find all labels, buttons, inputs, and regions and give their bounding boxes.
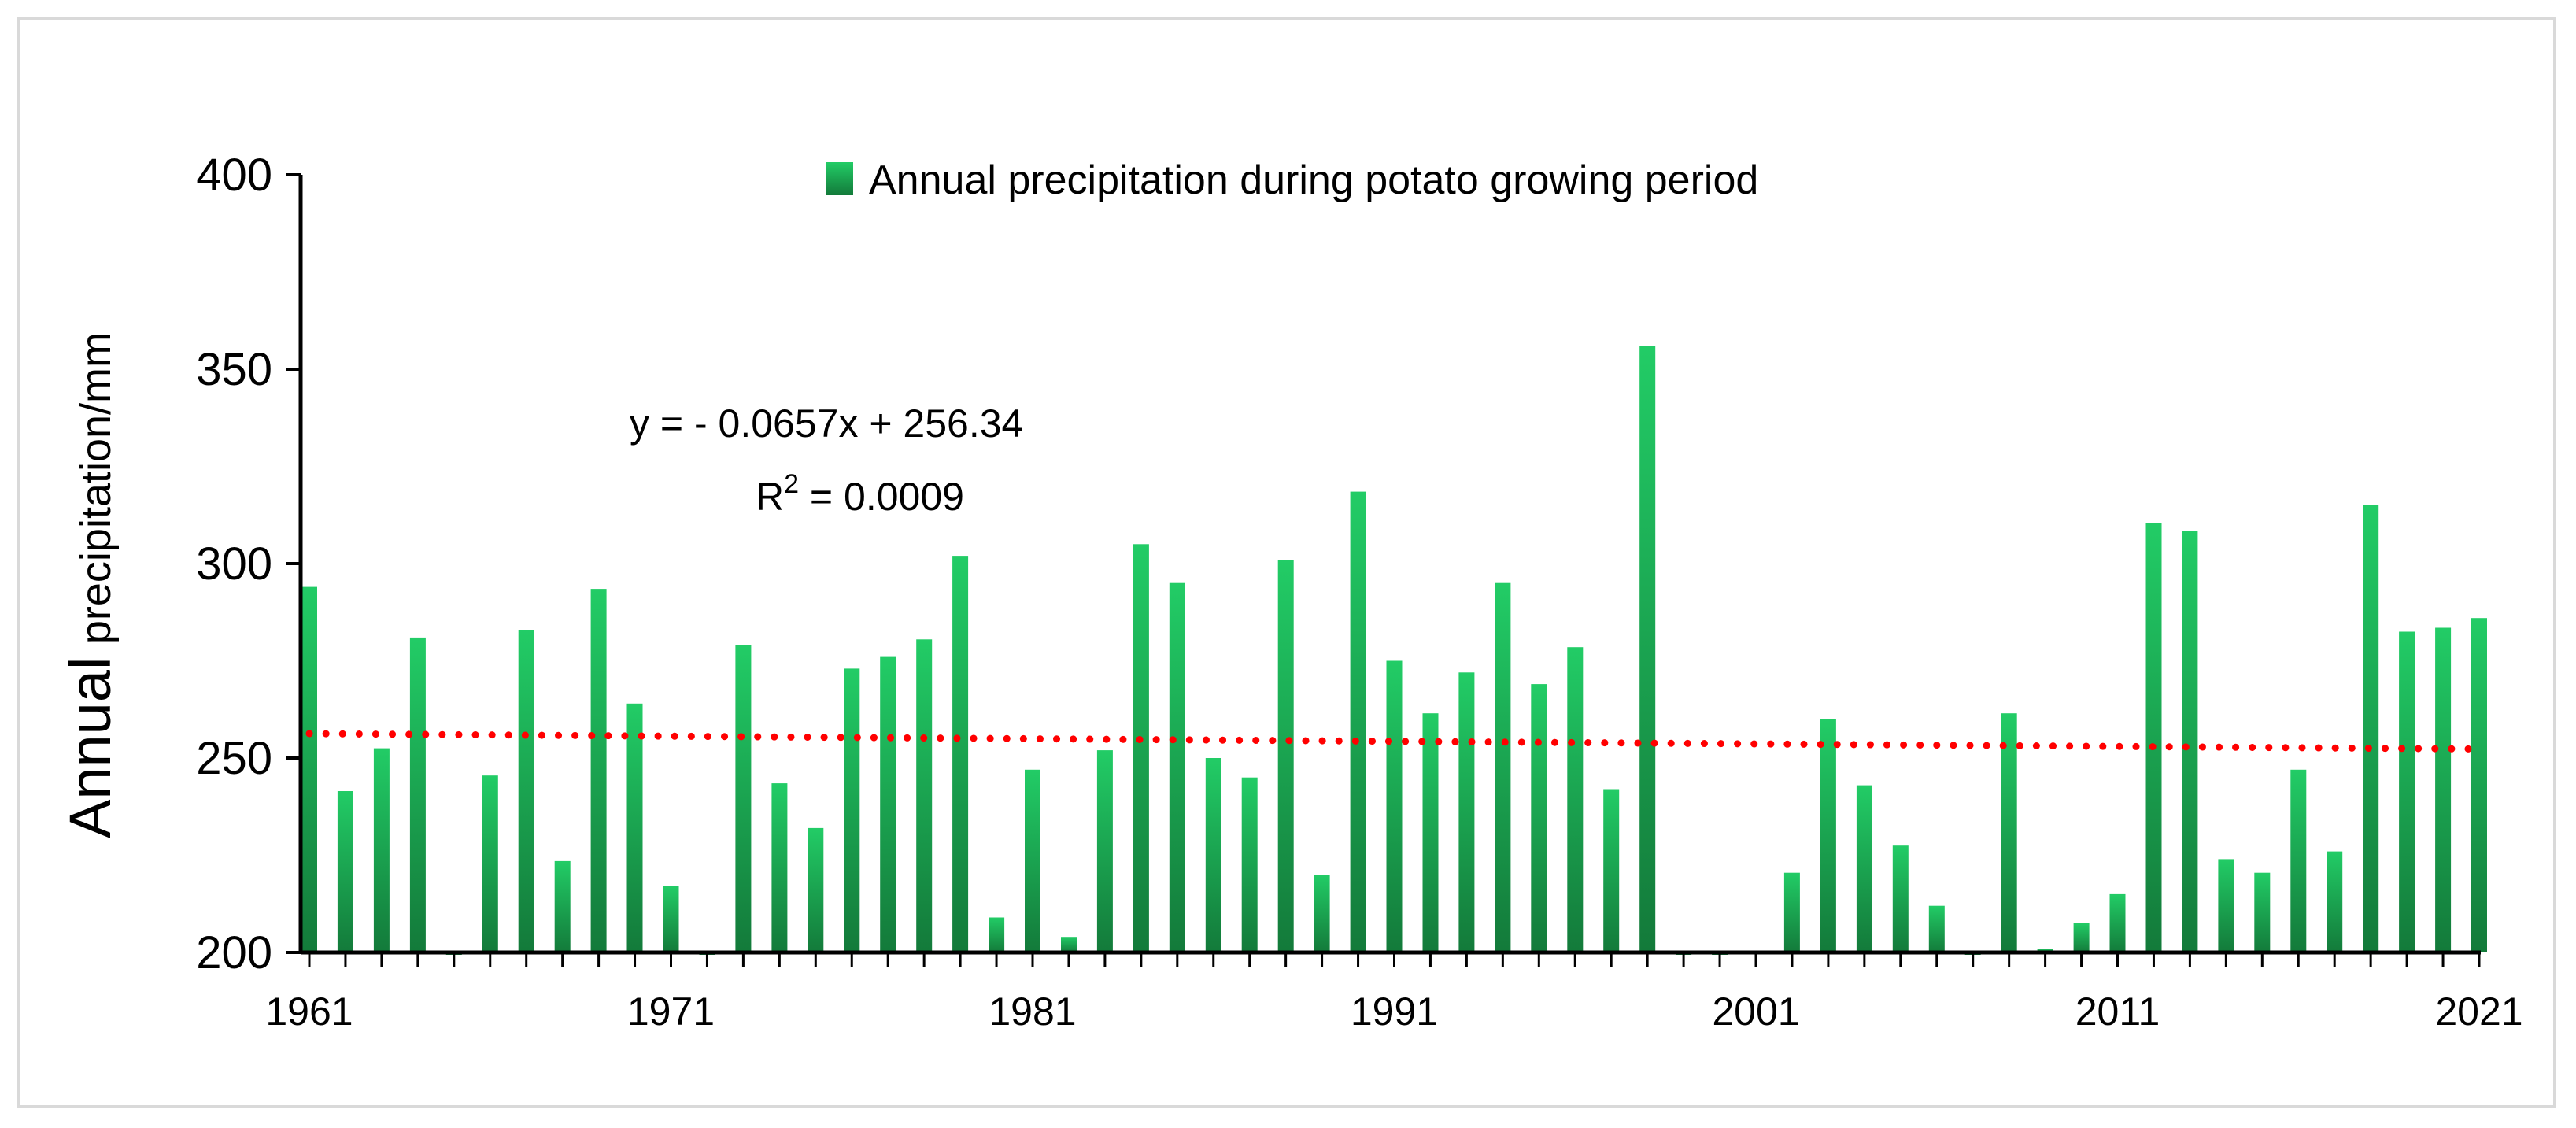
- y-tick-label-400: 400: [196, 150, 272, 201]
- bar-1963: [374, 749, 390, 952]
- bar-1971: [663, 886, 679, 952]
- bar-1974: [771, 783, 787, 952]
- bar-1986: [1206, 758, 1221, 952]
- bar-2018: [2363, 505, 2378, 952]
- x-tick-label-1981: 1981: [989, 989, 1076, 1034]
- bar-2014: [2218, 859, 2234, 952]
- trend-equation: y = - 0.0657x + 256.34 R2 = 0.0009: [630, 401, 1023, 519]
- bar-2008: [2001, 713, 2017, 952]
- r-squared-prefix: R: [756, 475, 784, 519]
- bar-1989: [1314, 875, 1330, 952]
- bar-1978: [916, 639, 932, 952]
- bar-2020: [2435, 628, 2451, 953]
- bar-2017: [2327, 852, 2342, 952]
- y-tick-label-250: 250: [196, 733, 272, 784]
- r-squared-sup: 2: [784, 469, 799, 499]
- y-axis-label-sub: precipitation/mm: [72, 332, 120, 644]
- equation-text: y = - 0.0657x + 256.34: [630, 401, 1023, 446]
- legend-label: Annual precipitation during potato growi…: [869, 157, 1758, 203]
- x-tick-label-1971: 1971: [627, 989, 715, 1034]
- bar-1993: [1458, 672, 1474, 952]
- bar-1997: [1603, 790, 1619, 953]
- bar-2005: [1893, 845, 1909, 952]
- bar-1996: [1567, 647, 1583, 952]
- y-tick-label-350: 350: [196, 344, 272, 395]
- bar-1994: [1495, 583, 1510, 952]
- bar-1990: [1351, 492, 1366, 952]
- bar-1980: [989, 918, 1004, 953]
- bar-2006: [1929, 906, 1945, 952]
- bar-2013: [2182, 531, 2197, 952]
- bar-1979: [952, 556, 968, 952]
- bar-2002: [1784, 873, 1800, 952]
- bar-2010: [2074, 923, 2090, 952]
- r-squared-text: R2 = 0.0009: [756, 469, 964, 519]
- y-axis-label-main: Annual: [57, 657, 123, 838]
- bar-2019: [2399, 632, 2415, 953]
- bar-2015: [2254, 873, 2270, 952]
- bar-1970: [627, 704, 643, 952]
- legend-swatch: [826, 162, 853, 195]
- bar-2011: [2110, 894, 2126, 952]
- bar-1967: [519, 630, 534, 952]
- r-squared-value: = 0.0009: [799, 475, 964, 519]
- bar-1973: [735, 645, 751, 952]
- x-tick-label-1991: 1991: [1351, 989, 1438, 1034]
- x-tick-label-2001: 2001: [1712, 989, 1799, 1034]
- bar-1977: [880, 657, 896, 952]
- y-axis-label: Annual precipitation/mm: [57, 332, 123, 838]
- y-tick-label-200: 200: [196, 927, 272, 978]
- bar-1995: [1531, 684, 1547, 952]
- bar-1968: [555, 861, 571, 952]
- bar-2003: [1820, 719, 1836, 952]
- bar-chart: Annual precipitation/mm Annual precipita…: [0, 0, 2576, 1128]
- legend: Annual precipitation during potato growi…: [826, 157, 1758, 203]
- bar-1998: [1639, 346, 1655, 952]
- bar-1964: [410, 638, 426, 952]
- x-tick-label-2021: 2021: [2435, 989, 2522, 1034]
- bar-1984: [1133, 544, 1149, 952]
- bar-1976: [844, 668, 859, 952]
- bar-1981: [1025, 770, 1040, 952]
- bar-1988: [1278, 560, 1294, 952]
- x-tick-label-2011: 2011: [2075, 989, 2160, 1034]
- bar-2012: [2146, 523, 2162, 952]
- bar-2004: [1857, 786, 1872, 952]
- bar-1983: [1097, 750, 1113, 952]
- bar-2021: [2471, 618, 2487, 952]
- bar-2016: [2290, 770, 2306, 952]
- bar-1962: [338, 791, 353, 952]
- y-tick-label-300: 300: [196, 538, 272, 590]
- bar-1961: [301, 587, 317, 952]
- bar-1966: [482, 775, 498, 952]
- bar-1992: [1423, 713, 1439, 952]
- bar-1991: [1387, 661, 1403, 953]
- bar-1987: [1242, 778, 1258, 952]
- bar-1982: [1061, 937, 1077, 952]
- bar-1975: [808, 828, 823, 952]
- x-tick-label-1961: 1961: [265, 989, 353, 1034]
- bar-1969: [591, 589, 607, 952]
- bar-1985: [1170, 583, 1185, 952]
